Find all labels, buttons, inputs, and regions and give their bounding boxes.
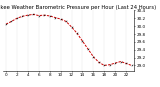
Title: Milwaukee Weather Barometric Pressure per Hour (Last 24 Hours): Milwaukee Weather Barometric Pressure pe… [0,5,156,10]
